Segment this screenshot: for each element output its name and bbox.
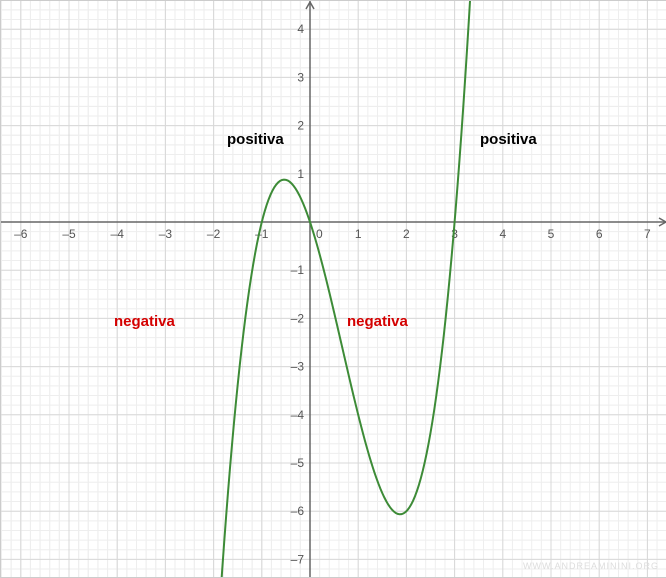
- x-tick-label: 1: [355, 227, 362, 241]
- x-tick-label: –6: [14, 227, 28, 241]
- x-tick-label: 5: [548, 227, 555, 241]
- y-tick-label: 4: [297, 22, 304, 36]
- y-tick-label: –4: [291, 408, 305, 422]
- x-tick-label: –5: [62, 227, 76, 241]
- x-tick-label: 4: [499, 227, 506, 241]
- y-tick-label: 1: [297, 167, 304, 181]
- y-tick-label: –2: [291, 311, 305, 325]
- y-tick-label: –7: [291, 552, 305, 566]
- y-tick-label: –5: [291, 456, 305, 470]
- minor-grid: [1, 1, 666, 577]
- y-tick-label: –1: [291, 263, 305, 277]
- x-tick-label: 7: [644, 227, 651, 241]
- tick-labels: –6–5–4–3–2–101234567–7–6–5–4–3–2–11234: [14, 22, 651, 566]
- chart-svg: –6–5–4–3–2–101234567–7–6–5–4–3–2–11234: [1, 1, 666, 577]
- y-tick-label: 2: [297, 119, 304, 133]
- y-tick-label: 3: [297, 70, 304, 84]
- chart-container: –6–5–4–3–2–101234567–7–6–5–4–3–2–11234 W…: [0, 0, 666, 578]
- y-tick-label: –3: [291, 360, 305, 374]
- y-tick-label: –6: [291, 504, 305, 518]
- x-tick-label: –4: [111, 227, 125, 241]
- watermark: WWW.ANDREAMININI.ORG: [523, 561, 659, 571]
- x-tick-label: 0: [316, 227, 323, 241]
- x-tick-label: 6: [596, 227, 603, 241]
- x-tick-label: –3: [159, 227, 173, 241]
- x-tick-label: 2: [403, 227, 410, 241]
- x-tick-label: –2: [207, 227, 221, 241]
